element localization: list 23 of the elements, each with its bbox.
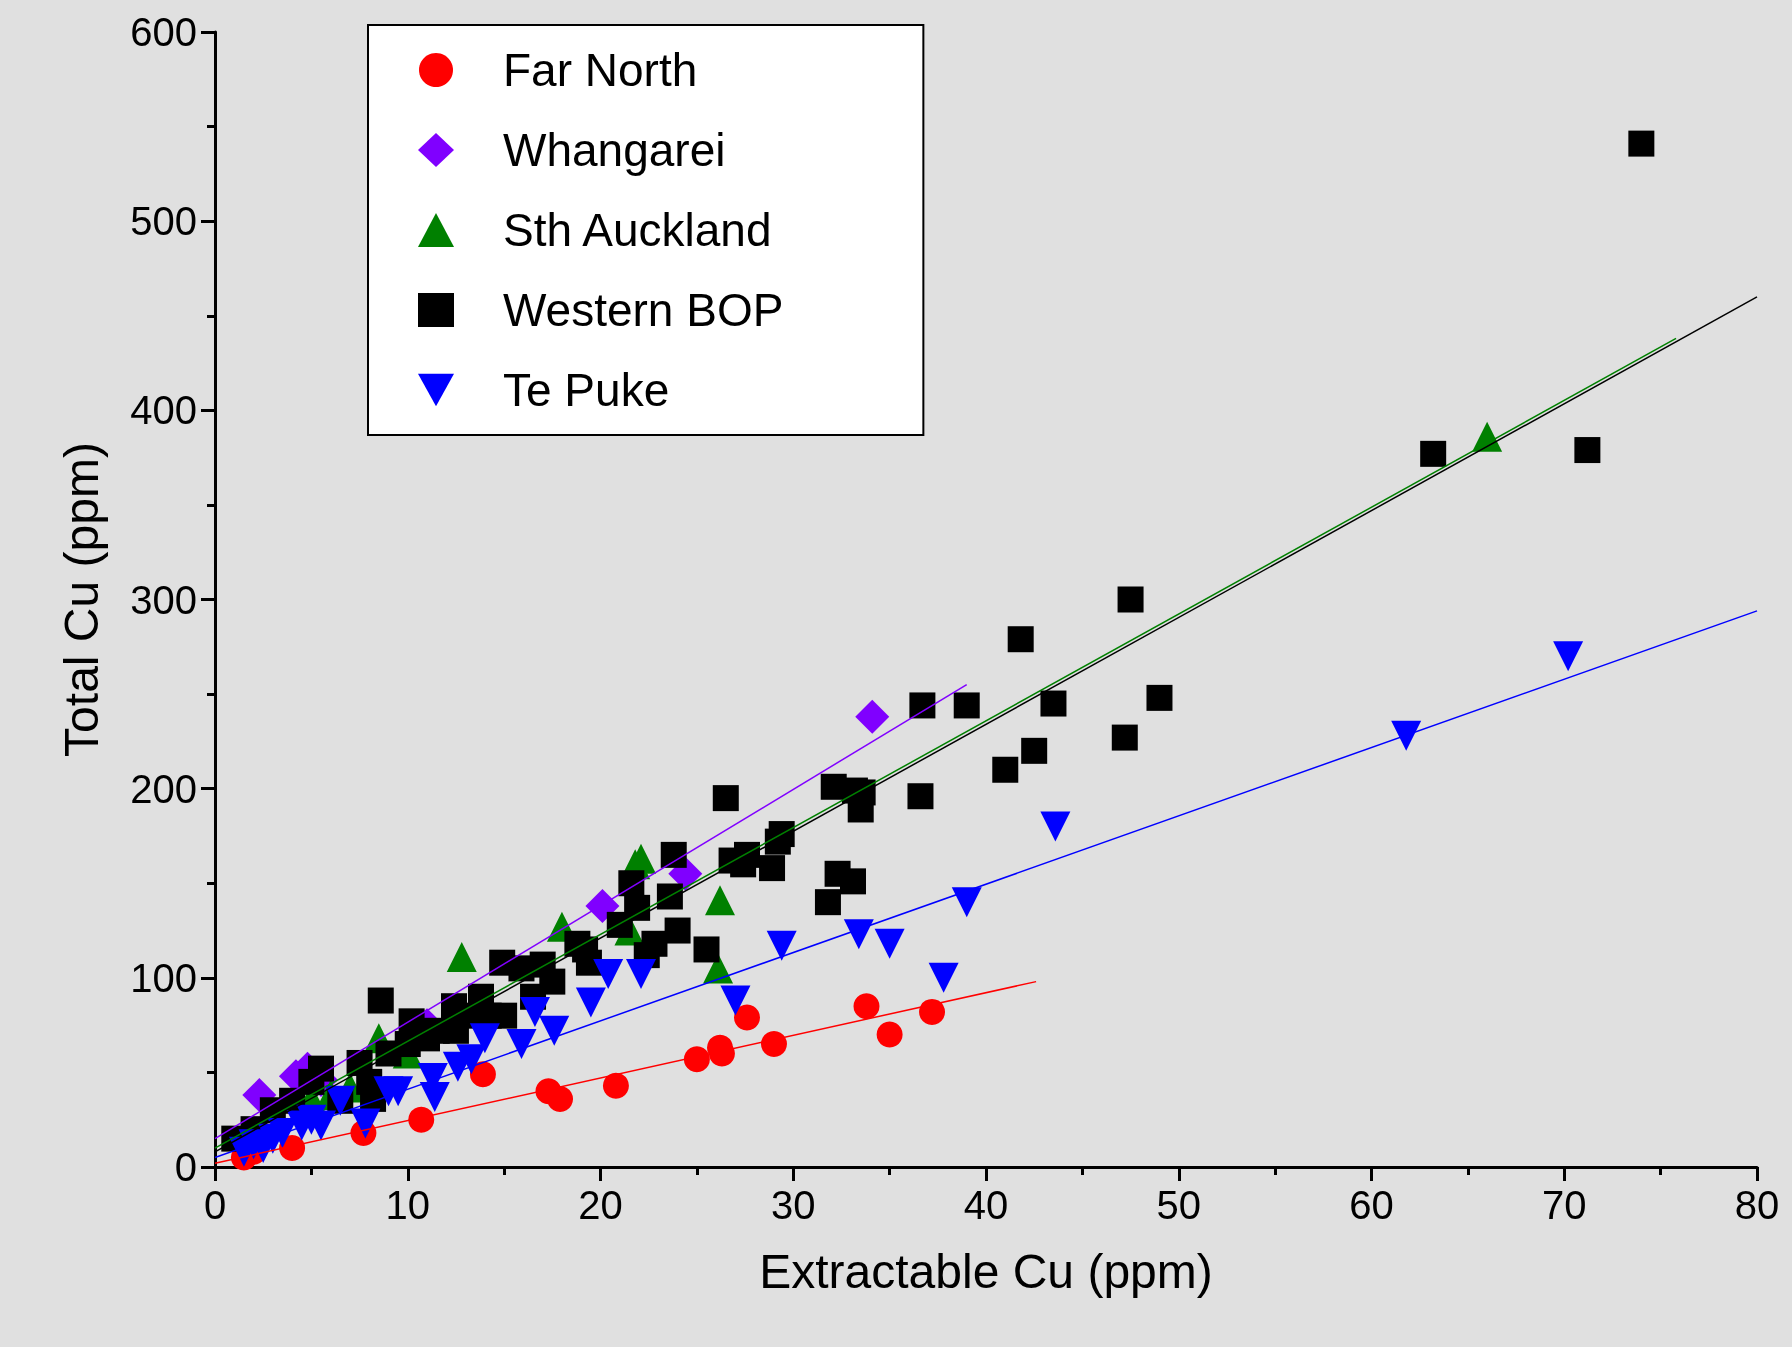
y-axis-title: Total Cu (ppm): [54, 442, 108, 757]
y-tick-label: 0: [174, 1145, 197, 1189]
x-tick-label: 30: [771, 1183, 816, 1227]
y-tick-label: 400: [130, 388, 197, 433]
legend-label: Western BOP: [503, 284, 784, 336]
x-tick-label: 20: [578, 1183, 623, 1227]
x-tick-label: 0: [203, 1183, 227, 1227]
y-tick-label: 300: [130, 577, 197, 622]
x-tick-label: 70: [1542, 1183, 1587, 1227]
y-tick-label: 100: [130, 955, 197, 1000]
legend-label: Whangarei: [503, 124, 726, 176]
x-axis-title: Extractable Cu (ppm): [759, 1244, 1213, 1298]
x-tick-label: 60: [1349, 1183, 1394, 1227]
legend-label: Sth Auckland: [503, 204, 772, 256]
legend-label: Far North: [503, 44, 698, 96]
x-tick-label: 10: [385, 1183, 430, 1227]
x-tick-label: 40: [963, 1183, 1009, 1227]
x-tick-label: 50: [1156, 1183, 1201, 1227]
y-tick-label: 200: [130, 766, 197, 811]
y-tick-label: 600: [130, 10, 197, 54]
legend-label: Te Puke: [503, 364, 670, 416]
y-tick-label: 500: [130, 199, 197, 244]
x-tick-label: 80: [1734, 1183, 1780, 1227]
